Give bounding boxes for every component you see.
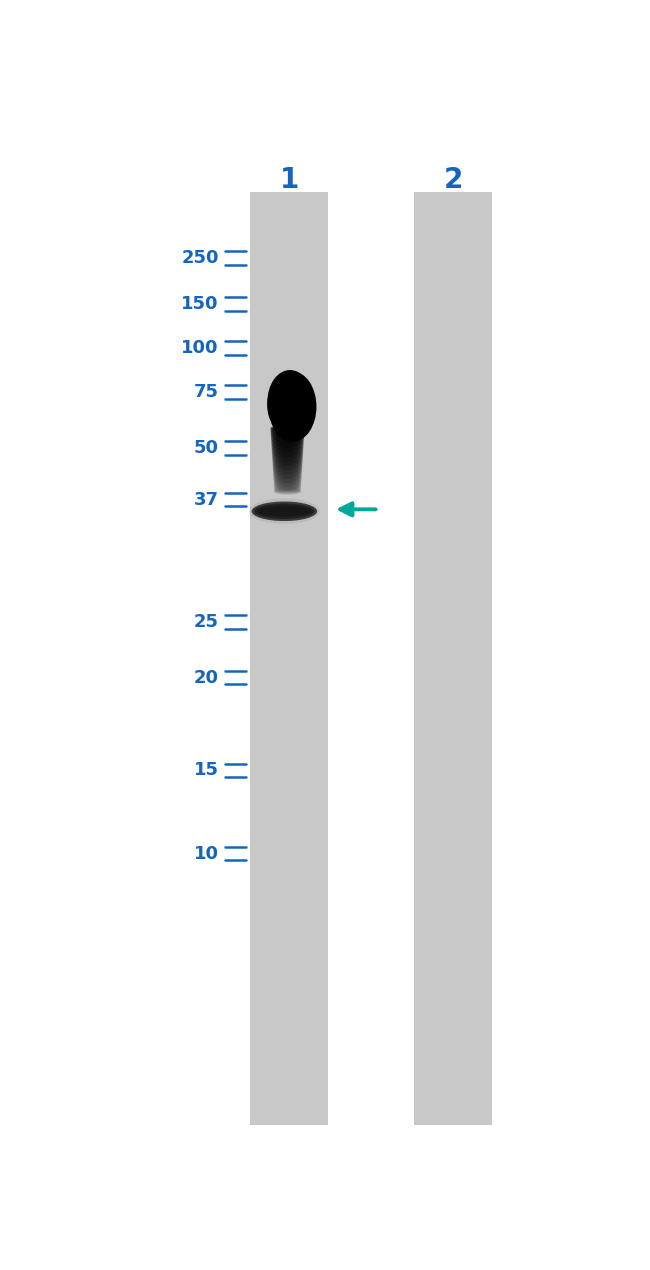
Ellipse shape: [270, 428, 304, 433]
Ellipse shape: [272, 448, 303, 455]
Ellipse shape: [249, 499, 320, 525]
Ellipse shape: [268, 371, 317, 442]
Ellipse shape: [271, 439, 304, 446]
Ellipse shape: [272, 464, 302, 470]
Text: 15: 15: [194, 762, 219, 780]
Ellipse shape: [271, 441, 304, 447]
Ellipse shape: [271, 438, 304, 444]
Ellipse shape: [272, 447, 304, 453]
Ellipse shape: [272, 453, 303, 460]
Ellipse shape: [274, 480, 302, 485]
Text: 250: 250: [181, 249, 219, 267]
Text: 20: 20: [194, 668, 219, 687]
Ellipse shape: [274, 484, 301, 489]
Ellipse shape: [273, 474, 302, 479]
Ellipse shape: [271, 433, 304, 439]
Text: 25: 25: [194, 613, 219, 631]
Ellipse shape: [272, 457, 303, 464]
Ellipse shape: [273, 471, 302, 476]
Ellipse shape: [272, 456, 303, 462]
Ellipse shape: [270, 425, 305, 431]
Ellipse shape: [271, 442, 304, 448]
Ellipse shape: [273, 467, 302, 472]
Ellipse shape: [274, 488, 301, 493]
Ellipse shape: [270, 431, 304, 437]
Text: 2: 2: [443, 166, 463, 194]
Ellipse shape: [254, 503, 315, 519]
Ellipse shape: [271, 437, 304, 443]
Bar: [250, 192, 328, 1125]
Ellipse shape: [274, 481, 302, 486]
Ellipse shape: [272, 451, 303, 457]
Ellipse shape: [271, 396, 294, 425]
Text: 1: 1: [280, 166, 299, 194]
Bar: [414, 192, 492, 1125]
Ellipse shape: [274, 485, 301, 490]
Ellipse shape: [272, 452, 303, 458]
Text: 50: 50: [194, 438, 219, 457]
Ellipse shape: [272, 458, 303, 465]
Ellipse shape: [271, 432, 304, 438]
Text: 10: 10: [194, 845, 219, 862]
Text: 37: 37: [194, 490, 219, 508]
Ellipse shape: [274, 478, 302, 483]
Ellipse shape: [267, 382, 303, 431]
Ellipse shape: [272, 443, 304, 450]
Ellipse shape: [270, 427, 305, 432]
Ellipse shape: [273, 470, 302, 475]
Ellipse shape: [274, 486, 301, 491]
Ellipse shape: [273, 469, 302, 474]
Ellipse shape: [259, 507, 309, 516]
Ellipse shape: [257, 505, 312, 517]
Ellipse shape: [272, 450, 303, 456]
Ellipse shape: [270, 429, 304, 436]
Ellipse shape: [273, 472, 302, 478]
Text: 75: 75: [194, 384, 219, 401]
Ellipse shape: [268, 389, 298, 428]
Ellipse shape: [271, 434, 304, 441]
Ellipse shape: [271, 436, 304, 442]
Ellipse shape: [252, 502, 317, 521]
Ellipse shape: [272, 455, 303, 461]
Ellipse shape: [274, 476, 302, 481]
Ellipse shape: [272, 444, 304, 451]
Ellipse shape: [274, 489, 301, 495]
Ellipse shape: [267, 376, 307, 433]
Ellipse shape: [273, 465, 302, 471]
Text: 150: 150: [181, 295, 219, 312]
Ellipse shape: [272, 462, 302, 469]
Ellipse shape: [272, 460, 302, 466]
Text: 100: 100: [181, 339, 219, 357]
Ellipse shape: [272, 446, 304, 452]
Ellipse shape: [274, 479, 302, 484]
Ellipse shape: [273, 475, 302, 480]
Ellipse shape: [272, 461, 302, 467]
Ellipse shape: [267, 370, 313, 433]
Ellipse shape: [274, 483, 301, 488]
